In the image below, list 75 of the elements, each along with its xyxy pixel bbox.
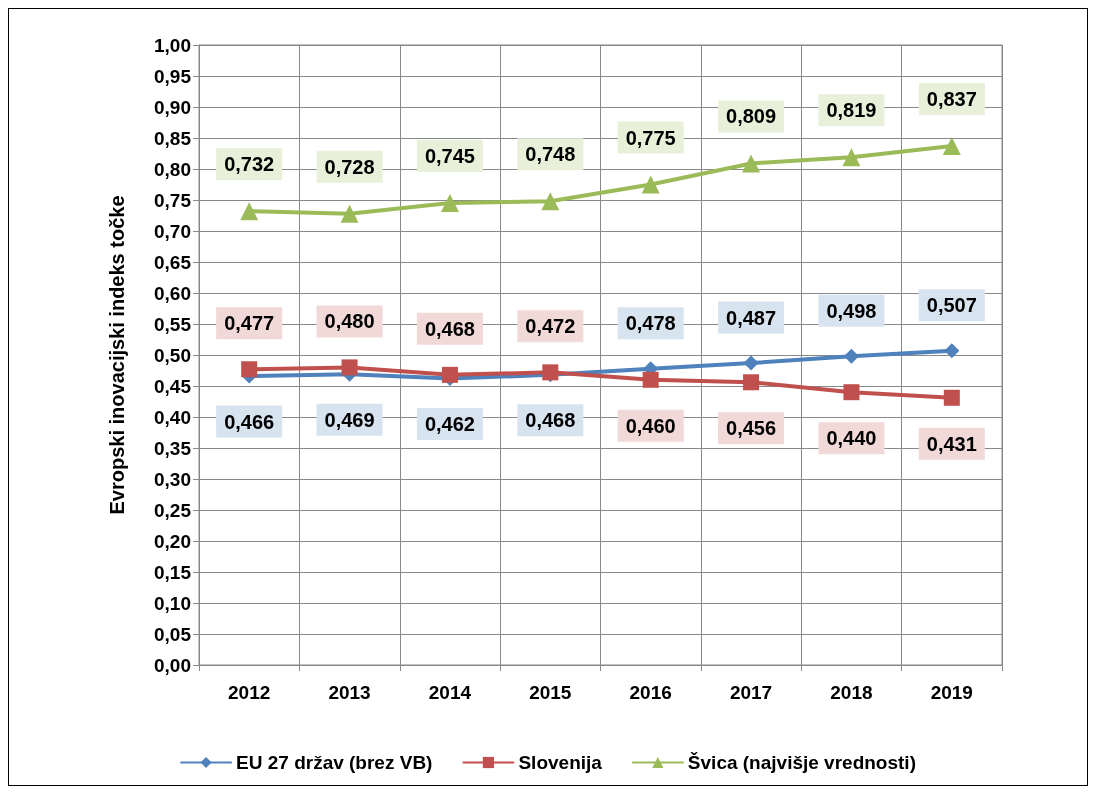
x-tick-label: 2014 [428, 682, 472, 703]
data-label: 0,819 [826, 99, 877, 122]
point [341, 359, 358, 376]
y-tick-label: 0,60 [154, 282, 191, 304]
point [642, 371, 659, 388]
data-label: 0,507 [926, 294, 977, 317]
data-label: 0,456 [726, 417, 777, 440]
data-label: 0,748 [525, 143, 576, 166]
x-tick-label: 2017 [729, 682, 773, 703]
data-label: 0,440 [826, 427, 877, 450]
data-label: 0,468 [424, 317, 475, 340]
point [742, 154, 761, 173]
y-tick-label: 0,55 [154, 313, 192, 335]
data-label: 0,775 [625, 126, 676, 149]
x-tick-label: 2015 [529, 682, 572, 703]
y-tick-label: 0,25 [154, 499, 192, 521]
y-tick-label: 0,45 [154, 375, 192, 397]
y-tick-label: 0,40 [154, 406, 191, 428]
y-tick-label: 0,65 [154, 251, 192, 273]
point [441, 366, 458, 383]
y-tick-label: 0,30 [154, 468, 191, 490]
data-label: 0,480 [324, 310, 375, 333]
y-axis-title: Evropski inovacijski indeks točke [106, 195, 128, 515]
y-tick-label: 0,75 [154, 189, 192, 211]
point [943, 389, 960, 406]
y-tick-label: 0,90 [154, 96, 191, 118]
y-tick-label: 0,10 [154, 592, 191, 614]
x-tick-label: 2012 [228, 682, 271, 703]
y-tick-label: 1,00 [154, 34, 191, 56]
y-tick-label: 0,95 [154, 65, 192, 87]
point [944, 343, 960, 359]
y-tick-label: 0,80 [154, 158, 191, 180]
point [843, 384, 860, 401]
point [240, 202, 259, 221]
y-tick-label: 0,05 [154, 623, 192, 645]
x-tick-label: 2019 [930, 682, 973, 703]
data-label: 0,431 [926, 432, 977, 455]
point [340, 204, 359, 223]
data-label: 0,478 [625, 312, 676, 335]
point [241, 361, 258, 378]
data-label: 0,487 [726, 306, 777, 329]
data-label: 0,732 [224, 153, 275, 176]
point [843, 348, 859, 364]
data-label: 0,469 [324, 408, 375, 431]
data-label: 0,472 [525, 315, 576, 338]
y-tick-label: 0,50 [154, 344, 191, 366]
data-label: 0,468 [525, 409, 576, 432]
data-label: 0,498 [826, 299, 877, 322]
y-tick-label: 0,00 [154, 654, 191, 676]
data-label: 0,728 [324, 155, 375, 178]
data-label: 0,809 [726, 105, 777, 128]
point [942, 137, 961, 156]
y-tick-label: 0,70 [154, 220, 191, 242]
legend-label: EU 27 držav (brez VB) [236, 752, 433, 773]
y-tick-label: 0,20 [154, 530, 191, 552]
y-tick-label: 0,85 [154, 127, 192, 149]
x-tick-label: 2018 [830, 682, 873, 703]
x-tick-label: 2016 [629, 682, 672, 703]
data-label: 0,837 [926, 88, 977, 111]
x-tick-label: 2013 [328, 682, 371, 703]
data-label: 0,462 [424, 413, 475, 436]
point [641, 175, 660, 194]
data-label: 0,745 [424, 145, 475, 168]
point [440, 194, 459, 213]
data-label: 0,477 [224, 312, 275, 335]
point [743, 355, 759, 371]
legend-label: Slovenija [518, 752, 603, 773]
legend-label: Švica (najvišje vrednosti) [687, 752, 916, 773]
point [842, 148, 861, 167]
y-tick-label: 0,15 [154, 561, 192, 583]
data-label: 0,460 [625, 414, 676, 437]
point [541, 192, 560, 211]
data-label: 0,466 [224, 410, 275, 433]
y-tick-label: 0,35 [154, 437, 192, 459]
point [743, 374, 760, 391]
